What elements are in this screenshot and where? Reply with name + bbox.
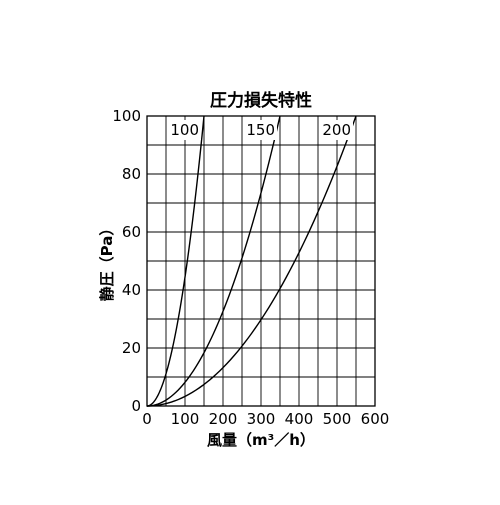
x-tick-label: 400 (285, 410, 314, 428)
curve-label-background (168, 120, 201, 140)
series-line-200 (146, 115, 357, 407)
x-tick-label: 600 (361, 410, 390, 428)
series-line-150 (146, 115, 281, 407)
x-tick-label: 100 (171, 410, 200, 428)
x-tick-label: 500 (323, 410, 352, 428)
curve-labels: 100 150 200 (168, 120, 353, 140)
x-tick-label: 200 (209, 410, 238, 428)
y-tick-label: 0 (131, 397, 141, 415)
y-tick-label: 60 (122, 223, 141, 241)
x-tick-label: 300 (247, 410, 276, 428)
grid (147, 116, 375, 406)
x-tick-label: 0 (142, 410, 152, 428)
curve-label-background (320, 120, 353, 140)
tick-labels: 0 100 200 300 400 500 600 0 20 40 60 80 100 (112, 107, 389, 428)
y-tick-label: 80 (122, 165, 141, 183)
chart-title: 圧力損失特性 (210, 90, 312, 111)
curves (146, 115, 357, 407)
y-tick-label: 40 (122, 281, 141, 299)
plot-frame (146, 115, 376, 407)
y-tick-label: 20 (122, 339, 141, 357)
y-tick-label: 100 (112, 107, 141, 125)
y-axis-label: 静圧（Pa） (98, 221, 116, 302)
curve-label-background (244, 120, 277, 140)
curve-label-150: 150 (246, 121, 275, 139)
curve-label-200: 200 (322, 121, 351, 139)
x-axis-label: 風量（m³／h） (207, 431, 315, 449)
series-line-100 (146, 115, 205, 407)
curve-label-100: 100 (170, 121, 199, 139)
